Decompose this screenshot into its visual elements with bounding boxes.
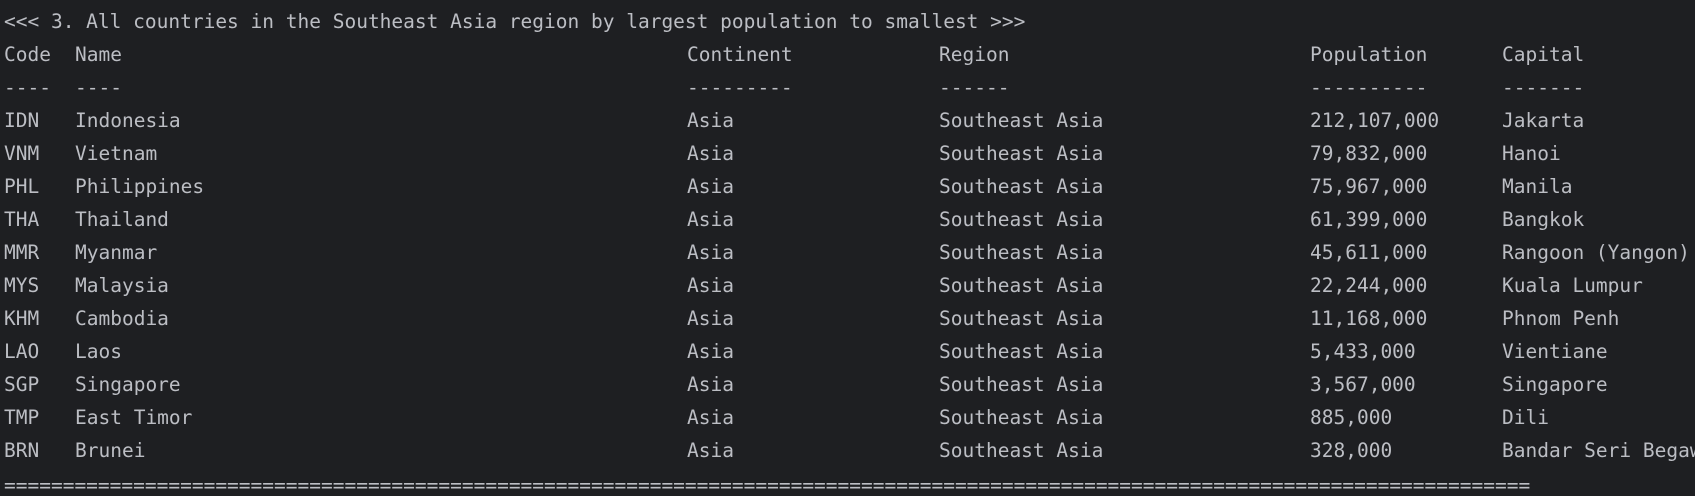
- cell-region: Southeast Asia: [939, 373, 1104, 396]
- cell-name: Laos: [75, 340, 122, 363]
- cell-continent: Asia: [687, 142, 734, 165]
- cell-population: 61,399,000: [1310, 208, 1428, 231]
- table-row: IDN Indonesia Asia Southeast Asia 212,10…: [4, 104, 1695, 137]
- cell-population: 212,107,000: [1310, 109, 1440, 132]
- cell-region: Southeast Asia: [939, 109, 1104, 132]
- header-region: Region: [939, 43, 1010, 66]
- header-population: Population: [1310, 43, 1428, 66]
- cell-capital: Phnom Penh: [1502, 307, 1620, 330]
- cell-capital: Vientiane: [1502, 340, 1608, 363]
- header-code: Code: [4, 43, 51, 66]
- cell-name: Myanmar: [75, 241, 158, 264]
- header-capital: Capital: [1502, 43, 1585, 66]
- cell-population: 885,000: [1310, 406, 1393, 429]
- cell-code: SGP: [4, 373, 40, 396]
- cell-population: 5,433,000: [1310, 340, 1416, 363]
- cell-continent: Asia: [687, 406, 734, 429]
- cell-name: Vietnam: [75, 142, 158, 165]
- cell-capital: Hanoi: [1502, 142, 1561, 165]
- cell-continent: Asia: [687, 307, 734, 330]
- cell-name: Brunei: [75, 439, 146, 462]
- cell-continent: Asia: [687, 274, 734, 297]
- cell-population: 22,244,000: [1310, 274, 1428, 297]
- cell-code: PHL: [4, 175, 40, 198]
- cell-population: 3,567,000: [1310, 373, 1416, 396]
- cell-continent: Asia: [687, 439, 734, 462]
- cell-region: Southeast Asia: [939, 175, 1104, 198]
- cell-continent: Asia: [687, 241, 734, 264]
- underline-region: ------: [939, 76, 1010, 99]
- cell-region: Southeast Asia: [939, 274, 1104, 297]
- cell-code: IDN: [4, 109, 40, 132]
- cell-population: 45,611,000: [1310, 241, 1428, 264]
- cell-continent: Asia: [687, 175, 734, 198]
- table-row: TMP East Timor Asia Southeast Asia 885,0…: [4, 401, 1695, 434]
- cell-region: Southeast Asia: [939, 208, 1104, 231]
- cell-name: Thailand: [75, 208, 169, 231]
- table-row: SGP Singapore Asia Southeast Asia 3,567,…: [4, 368, 1695, 401]
- cell-capital: Manila: [1502, 175, 1573, 198]
- cell-capital: Kuala Lumpur: [1502, 274, 1643, 297]
- cell-region: Southeast Asia: [939, 241, 1104, 264]
- table-row: LAO Laos Asia Southeast Asia 5,433,000 V…: [4, 335, 1695, 368]
- cell-name: Malaysia: [75, 274, 169, 297]
- table-row: PHL Philippines Asia Southeast Asia 75,9…: [4, 170, 1695, 203]
- cell-population: 328,000: [1310, 439, 1393, 462]
- cell-code: TMP: [4, 406, 40, 429]
- cell-name: Philippines: [75, 175, 205, 198]
- table-row: VNM Vietnam Asia Southeast Asia 79,832,0…: [4, 137, 1695, 170]
- cell-name: East Timor: [75, 406, 193, 429]
- table-row: MYS Malaysia Asia Southeast Asia 22,244,…: [4, 269, 1695, 302]
- underline-name: ----: [75, 76, 122, 99]
- cell-region: Southeast Asia: [939, 406, 1104, 429]
- cell-name: Singapore: [75, 373, 181, 396]
- cell-population: 79,832,000: [1310, 142, 1428, 165]
- underline-code: ----: [4, 76, 51, 99]
- cell-region: Southeast Asia: [939, 307, 1104, 330]
- cell-continent: Asia: [687, 208, 734, 231]
- cell-population: 75,967,000: [1310, 175, 1428, 198]
- cell-continent: Asia: [687, 109, 734, 132]
- table-row: THA Thailand Asia Southeast Asia 61,399,…: [4, 203, 1695, 236]
- table-underline-row: ---- ---- --------- ------ ---------- --…: [4, 71, 1695, 104]
- cell-capital: Bandar Seri Begawan: [1502, 439, 1695, 462]
- cell-region: Southeast Asia: [939, 340, 1104, 363]
- cell-continent: Asia: [687, 340, 734, 363]
- separator-line: ========================================…: [4, 474, 1531, 496]
- cell-code: KHM: [4, 307, 40, 330]
- table-row: BRN Brunei Asia Southeast Asia 328,000 B…: [4, 434, 1695, 467]
- cell-capital: Rangoon (Yangon): [1502, 241, 1690, 264]
- cell-name: Cambodia: [75, 307, 169, 330]
- underline-capital: -------: [1502, 76, 1585, 99]
- cell-code: MYS: [4, 274, 40, 297]
- cell-code: LAO: [4, 340, 40, 363]
- cell-code: VNM: [4, 142, 40, 165]
- cell-capital: Singapore: [1502, 373, 1608, 396]
- cell-capital: Jakarta: [1502, 109, 1585, 132]
- cell-capital: Bangkok: [1502, 208, 1585, 231]
- report-title: <<< 3. All countries in the Southeast As…: [4, 10, 1026, 33]
- table-row: KHM Cambodia Asia Southeast Asia 11,168,…: [4, 302, 1695, 335]
- header-name: Name: [75, 43, 122, 66]
- underline-population: ----------: [1310, 76, 1428, 99]
- underline-continent: ---------: [687, 76, 793, 99]
- cell-region: Southeast Asia: [939, 439, 1104, 462]
- cell-capital: Dili: [1502, 406, 1549, 429]
- cell-code: MMR: [4, 241, 40, 264]
- header-continent: Continent: [687, 43, 793, 66]
- cell-code: BRN: [4, 439, 40, 462]
- cell-code: THA: [4, 208, 40, 231]
- cell-population: 11,168,000: [1310, 307, 1428, 330]
- cell-continent: Asia: [687, 373, 734, 396]
- cell-region: Southeast Asia: [939, 142, 1104, 165]
- cell-name: Indonesia: [75, 109, 181, 132]
- table-row: MMR Myanmar Asia Southeast Asia 45,611,0…: [4, 236, 1695, 269]
- table-header-row: Code Name Continent Region Population Ca…: [4, 38, 1695, 71]
